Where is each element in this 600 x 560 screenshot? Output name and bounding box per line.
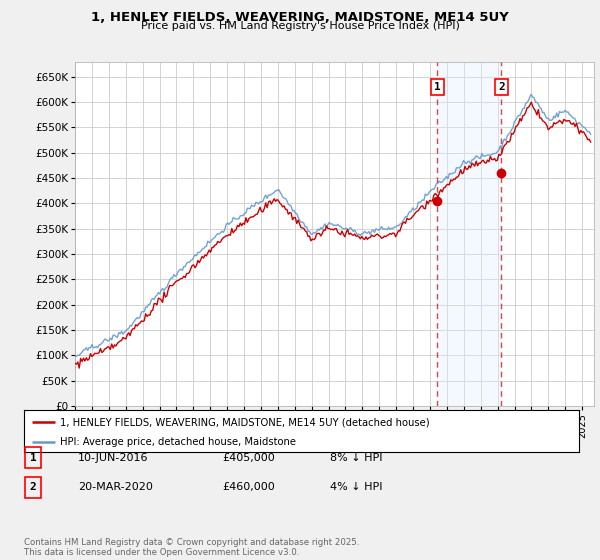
Text: £460,000: £460,000 [222,482,275,492]
Text: 2: 2 [29,482,37,492]
Text: Price paid vs. HM Land Registry's House Price Index (HPI): Price paid vs. HM Land Registry's House … [140,21,460,31]
Text: 2: 2 [498,82,505,92]
Text: 4% ↓ HPI: 4% ↓ HPI [330,482,383,492]
Text: HPI: Average price, detached house, Maidstone: HPI: Average price, detached house, Maid… [60,437,296,447]
Text: 1, HENLEY FIELDS, WEAVERING, MAIDSTONE, ME14 5UY (detached house): 1, HENLEY FIELDS, WEAVERING, MAIDSTONE, … [60,417,430,427]
Text: 1: 1 [434,82,441,92]
Text: 1: 1 [29,452,37,463]
Text: £405,000: £405,000 [222,452,275,463]
Text: 20-MAR-2020: 20-MAR-2020 [78,482,153,492]
Text: 10-JUN-2016: 10-JUN-2016 [78,452,149,463]
Bar [437,62,502,406]
Text: Contains HM Land Registry data © Crown copyright and database right 2025.
This d: Contains HM Land Registry data © Crown c… [24,538,359,557]
Text: 8% ↓ HPI: 8% ↓ HPI [330,452,383,463]
Text: 1, HENLEY FIELDS, WEAVERING, MAIDSTONE, ME14 5UY: 1, HENLEY FIELDS, WEAVERING, MAIDSTONE, … [91,11,509,24]
